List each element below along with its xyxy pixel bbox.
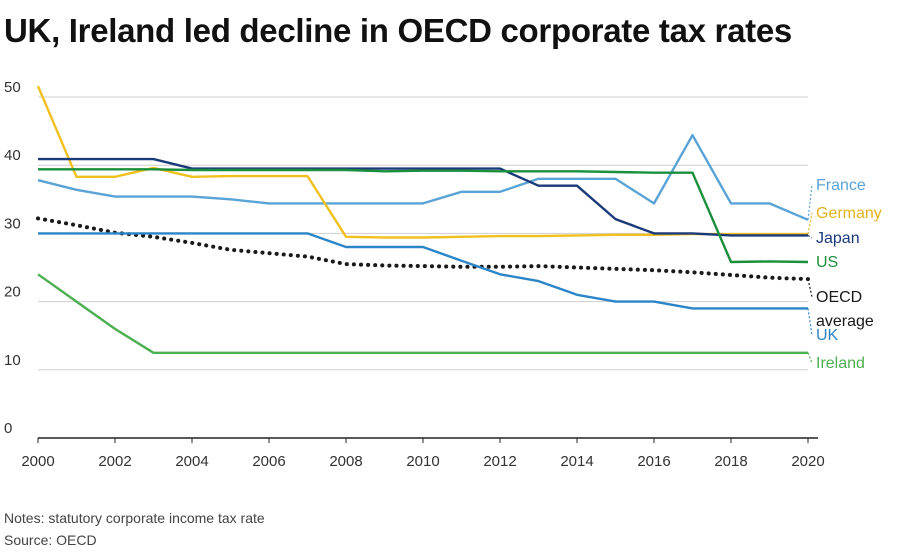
series-label-oecd-average: OECD — [816, 289, 862, 306]
chart-notes: Notes: statutory corporate income tax ra… — [4, 510, 265, 526]
x-tick-label: 2010 — [406, 453, 439, 470]
leader-germany — [807, 212, 813, 235]
leader-ireland — [807, 352, 813, 364]
y-tick-label: 40 — [4, 147, 21, 164]
leader-uk — [807, 308, 813, 336]
series-line-us — [38, 168, 809, 264]
y-tick-label: 30 — [4, 215, 21, 232]
series-layer — [36, 85, 810, 354]
x-tick-label: 2008 — [329, 453, 362, 470]
series-label-uk: UK — [816, 327, 839, 344]
y-tick-label: 50 — [4, 79, 21, 96]
series-label-ireland: Ireland — [816, 355, 865, 372]
x-tick-label: 2002 — [98, 453, 131, 470]
x-tick-label: 2014 — [560, 453, 593, 470]
chart-source: Source: OECD — [4, 532, 97, 548]
series-line-uk — [38, 232, 808, 310]
series-line-japan — [38, 157, 808, 237]
leader-france — [807, 184, 813, 220]
series-line-oecd-average — [36, 216, 810, 282]
x-tick-label: 2004 — [175, 453, 208, 470]
series-label-oecd-average: average — [816, 313, 874, 330]
series-label-japan: Japan — [816, 230, 860, 247]
series-line-ireland — [37, 273, 808, 354]
leader-japan — [807, 234, 813, 239]
leader-oecd-average — [807, 278, 813, 298]
series-line-germany — [36, 85, 808, 239]
axes: 0 10 20 30 40 50 2000 2002 2004 2006 2008 2010 2012 2… — [4, 79, 825, 470]
x-tick-label: 2000 — [21, 453, 54, 470]
chart-title: UK, Ireland led decline in OECD corporat… — [4, 12, 792, 49]
x-tick-label: 2018 — [714, 453, 747, 470]
series-label-france: France — [816, 177, 866, 194]
x-tick-label: 2016 — [637, 453, 670, 470]
y-tick-label: 10 — [4, 352, 21, 369]
x-tick-label: 2006 — [252, 453, 285, 470]
series-label-us: US — [816, 254, 838, 271]
y-tick-label: 20 — [4, 284, 21, 301]
y-tick-label: 0 — [4, 420, 12, 437]
x-tick-label: 2012 — [483, 453, 516, 470]
series-line-france — [37, 133, 809, 221]
x-tick-label: 2020 — [791, 453, 824, 470]
series-label-germany: Germany — [816, 205, 882, 222]
